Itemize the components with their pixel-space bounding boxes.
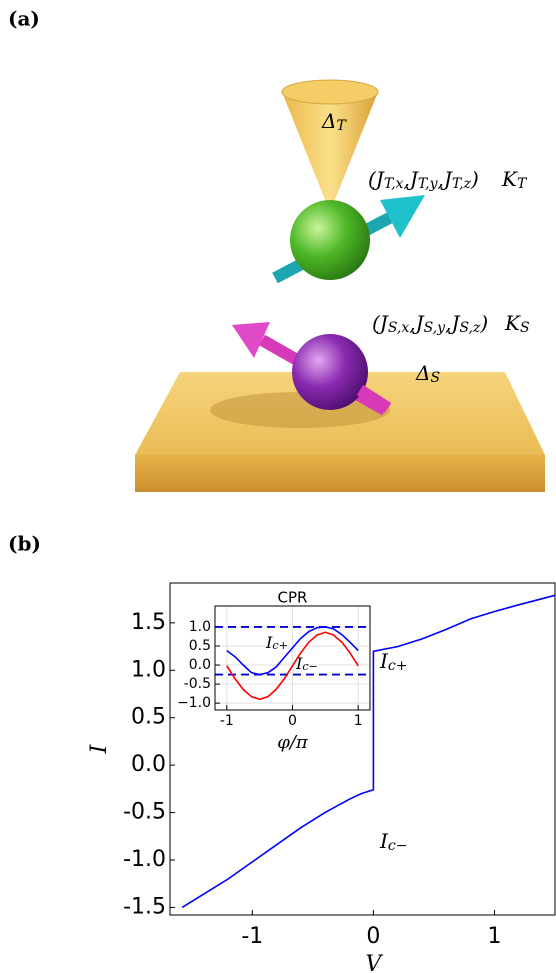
x-tick-label: 1	[354, 713, 363, 729]
text-part: ,J	[437, 167, 452, 191]
illustration-label: (JT,x,JT,y,JT,z)	[368, 167, 479, 193]
text-part: Δ	[415, 361, 430, 385]
subscript: T,x	[384, 176, 404, 192]
y-tick-label: -1.5	[123, 894, 166, 919]
panel-label: (a)	[8, 7, 40, 31]
y-tick-label: 0.5	[131, 705, 166, 730]
subscript: S	[520, 320, 530, 336]
x-tick-label: 0	[366, 924, 380, 949]
illustration-label: KT	[501, 167, 528, 193]
illustration-label: ΔS	[415, 361, 440, 387]
tip-top	[282, 80, 378, 104]
y-tick-label: 1.0	[131, 657, 166, 682]
text-part: K	[504, 311, 521, 335]
text-part: ,J	[445, 311, 460, 335]
y-tick-label: -0.5	[123, 800, 166, 825]
text-part: K	[501, 167, 518, 191]
tip-atom	[290, 200, 370, 280]
subscript: T,y	[418, 176, 439, 192]
illustration-label: (JS,x,JS,y,JS,z)	[372, 311, 488, 337]
text-part: )	[479, 311, 488, 335]
panel-label: (b)	[8, 532, 41, 556]
x-tick-label: -1	[241, 924, 263, 949]
x-axis-label: V	[365, 952, 383, 973]
subscript: S,y	[424, 320, 447, 336]
subscript: S,z	[459, 320, 481, 336]
subscript: c−	[302, 660, 318, 673]
x-axis-label: φ/π	[277, 732, 309, 753]
y-tick-label: 0.0	[131, 752, 166, 777]
y-tick-label: -1.0	[123, 847, 166, 872]
chart-title: CPR	[278, 589, 308, 607]
page: { "panel_labels": ["(a)", "(b)"], "illus…	[0, 0, 556, 973]
text-part: (J	[368, 167, 385, 191]
y-tick-label: 1.5	[131, 610, 166, 635]
subscript: c−	[388, 838, 408, 854]
text-part: (J	[372, 311, 389, 335]
subscript: T	[517, 176, 528, 192]
figure: (a) (b) ΔT(JT,x,JT,y,JT,z)KT(JS,x,JS,y,J…	[0, 0, 556, 973]
y-axis-label: I	[87, 743, 112, 754]
text-part: ,J	[403, 167, 418, 191]
y-tick-label: 0.0	[189, 657, 211, 673]
subscript: S	[430, 370, 440, 386]
x-tick-label: 0	[288, 713, 297, 729]
surface-atom	[292, 334, 368, 410]
subscript: T,z	[452, 176, 472, 192]
y-tick-label: -0.5	[184, 676, 211, 692]
illustration-label: KS	[504, 311, 530, 337]
text-part: Δ	[321, 109, 336, 133]
subscript: c+	[272, 639, 288, 652]
y-tick-label: 0.5	[189, 638, 211, 654]
text-part: ,J	[409, 311, 424, 335]
slab-front	[135, 455, 545, 492]
y-tick-label: −1.0	[177, 695, 211, 711]
subscript: S,x	[388, 320, 410, 336]
y-tick-label: 1.0	[189, 619, 211, 635]
x-tick-label: 1	[487, 924, 501, 949]
x-tick-label: -1	[220, 713, 234, 729]
text-part: )	[470, 167, 479, 191]
subscript: c+	[388, 658, 408, 674]
